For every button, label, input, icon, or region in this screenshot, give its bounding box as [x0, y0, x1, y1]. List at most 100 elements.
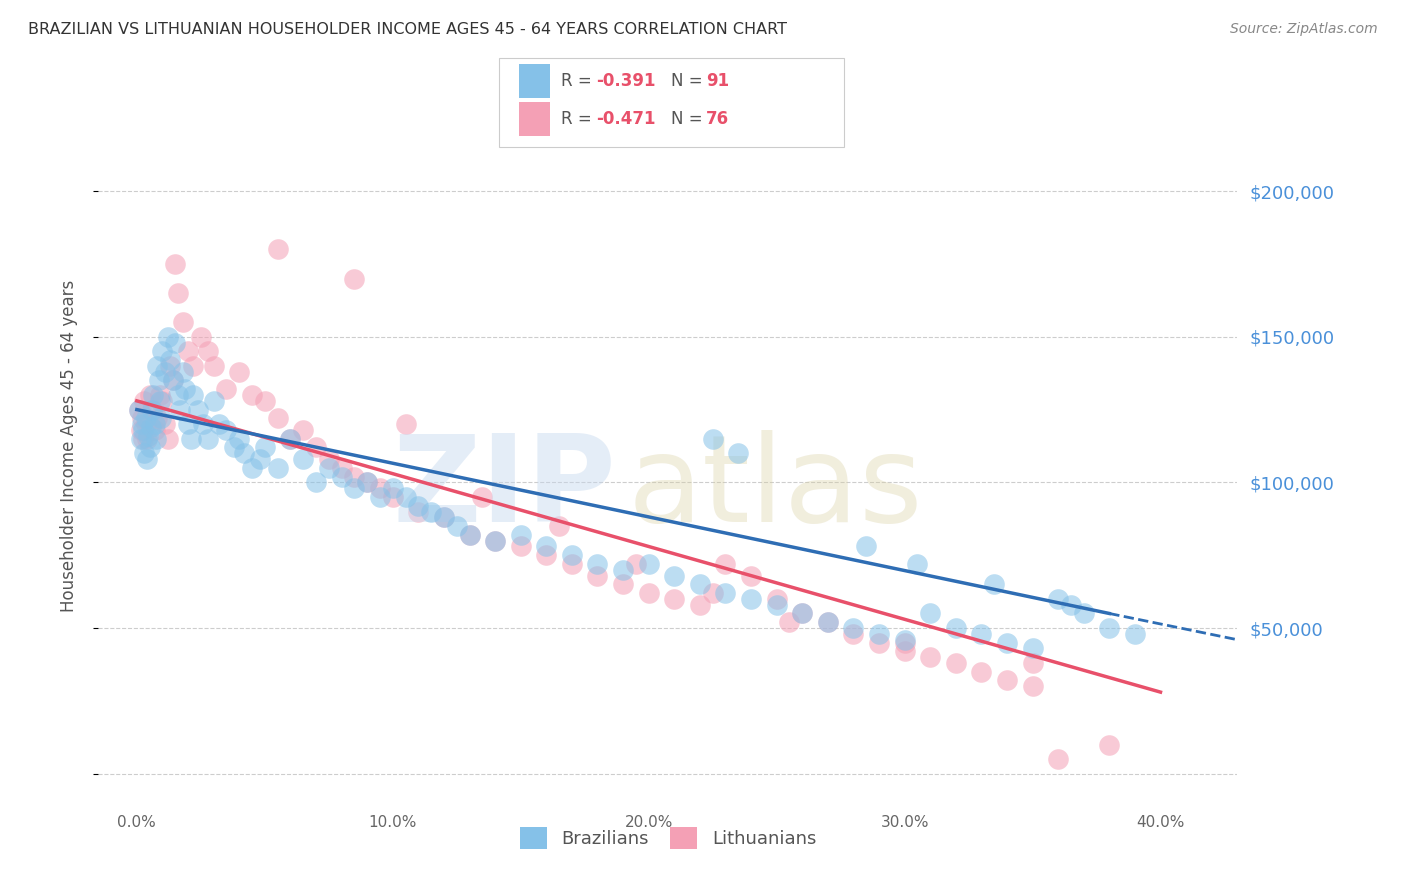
Point	[893, 635, 915, 649]
Point	[893, 632, 915, 647]
Point	[740, 591, 762, 606]
Point	[131, 417, 153, 432]
Point	[166, 286, 188, 301]
Text: R =: R =	[561, 110, 598, 128]
Text: atlas: atlas	[628, 430, 924, 548]
Point	[714, 586, 737, 600]
Point	[266, 460, 288, 475]
Point	[394, 490, 416, 504]
Point	[253, 441, 276, 455]
Point	[215, 382, 238, 396]
Point	[727, 446, 749, 460]
Point	[305, 441, 328, 455]
Point	[1021, 641, 1043, 656]
Text: 91: 91	[706, 72, 728, 90]
Point	[995, 673, 1018, 688]
Text: 76: 76	[706, 110, 728, 128]
Point	[458, 528, 481, 542]
Point	[162, 374, 184, 388]
Point	[141, 402, 163, 417]
Point	[1047, 591, 1070, 606]
Point	[842, 627, 865, 641]
Text: N =: N =	[671, 72, 707, 90]
Point	[165, 257, 187, 271]
Point	[228, 365, 250, 379]
Point	[153, 417, 176, 432]
Point	[153, 365, 176, 379]
Point	[152, 393, 174, 408]
Point	[394, 417, 416, 432]
Point	[945, 621, 967, 635]
Point	[143, 417, 166, 432]
Point	[381, 490, 404, 504]
Point	[292, 452, 315, 467]
Point	[146, 411, 169, 425]
Point	[343, 469, 366, 483]
Point	[792, 607, 814, 621]
Point	[177, 417, 200, 432]
Point	[484, 533, 506, 548]
Point	[181, 388, 204, 402]
Point	[141, 402, 163, 417]
Point	[202, 393, 225, 408]
Point	[458, 528, 481, 542]
Point	[905, 557, 928, 571]
Text: N =: N =	[671, 110, 707, 128]
Point	[202, 359, 225, 373]
Text: -0.391: -0.391	[596, 72, 655, 90]
Point	[970, 665, 993, 679]
Point	[408, 504, 430, 518]
Point	[561, 557, 583, 571]
Point	[208, 417, 231, 432]
Point	[586, 557, 609, 571]
Point	[817, 615, 839, 630]
Point	[253, 393, 276, 408]
Point	[1073, 607, 1095, 621]
Point	[855, 540, 877, 554]
Point	[995, 635, 1018, 649]
Point	[1021, 656, 1043, 670]
Point	[433, 510, 456, 524]
Point	[408, 499, 430, 513]
Text: -0.471: -0.471	[596, 110, 655, 128]
Point	[509, 540, 531, 554]
Point	[1047, 752, 1070, 766]
Point	[664, 568, 686, 582]
Point	[446, 519, 468, 533]
Point	[420, 504, 443, 518]
Point	[970, 627, 993, 641]
Point	[292, 423, 315, 437]
Y-axis label: Householder Income Ages 45 - 64 years: Householder Income Ages 45 - 64 years	[59, 280, 77, 612]
Point	[197, 344, 219, 359]
Point	[1060, 598, 1083, 612]
Point	[143, 423, 166, 437]
Point	[159, 359, 181, 373]
Point	[233, 446, 256, 460]
Point	[637, 557, 659, 571]
Point	[249, 452, 271, 467]
Point	[152, 344, 174, 359]
Point	[368, 490, 391, 504]
Point	[561, 548, 583, 562]
Point	[132, 432, 155, 446]
Point	[664, 591, 686, 606]
Point	[129, 432, 152, 446]
Point	[343, 271, 366, 285]
Point	[893, 644, 915, 658]
Point	[1098, 621, 1121, 635]
Point	[305, 475, 328, 490]
Text: Source: ZipAtlas.com: Source: ZipAtlas.com	[1230, 22, 1378, 37]
Point	[190, 330, 212, 344]
Point	[128, 402, 150, 417]
Point	[240, 388, 263, 402]
Point	[471, 490, 494, 504]
Point	[181, 359, 204, 373]
Point	[135, 417, 157, 432]
Point	[318, 460, 340, 475]
Point	[740, 568, 762, 582]
Point	[381, 481, 404, 495]
Point	[612, 563, 634, 577]
Point	[172, 315, 194, 329]
Point	[215, 423, 238, 437]
Point	[139, 420, 162, 434]
